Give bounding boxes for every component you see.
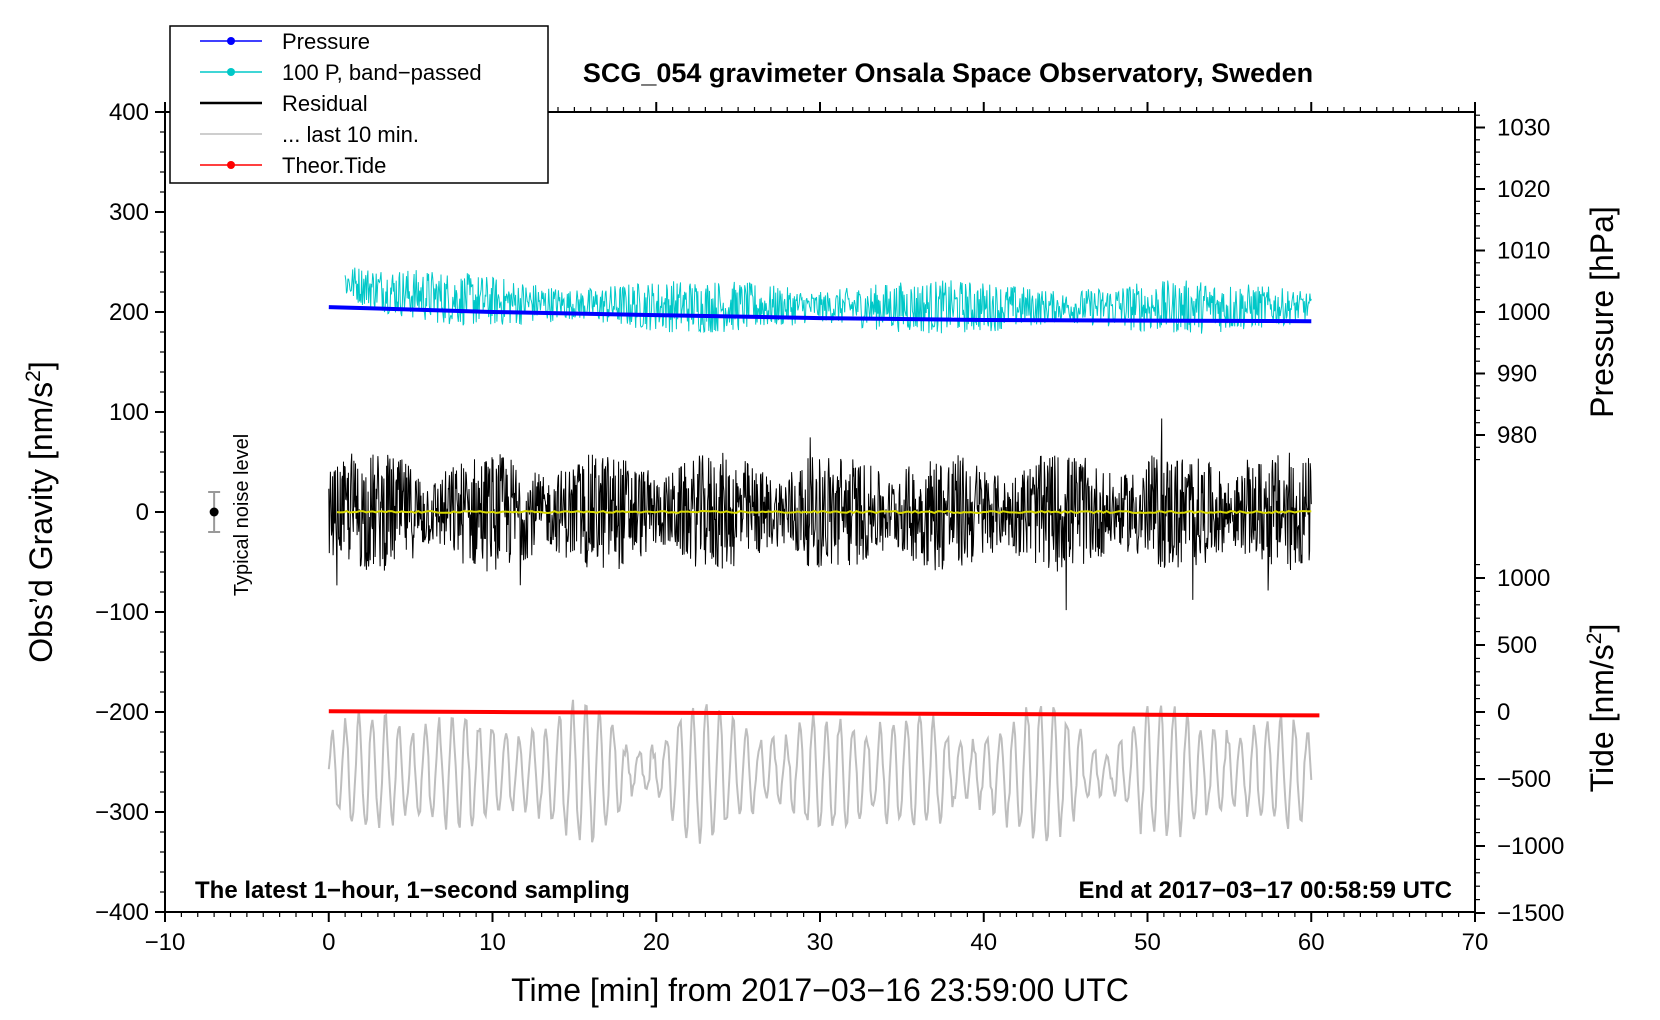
legend-label: Residual	[282, 91, 368, 116]
series-theoretical-tide	[328, 709, 1320, 718]
tide-tick-label: 0	[1497, 699, 1510, 726]
y-tick-label: 100	[109, 399, 149, 426]
note-left: The latest 1−hour, 1−second sampling	[195, 877, 630, 904]
y-axis-pressure: 1030 1020 1010 1000 990 980	[1475, 115, 1550, 461]
legend-marker	[227, 37, 235, 45]
tide-tick-label: −500	[1497, 766, 1551, 793]
x-tick-label: −10	[145, 929, 186, 956]
y-axis-tide-label: Tide [nm/s2]	[1583, 624, 1620, 793]
pressure-tick-label: 990	[1497, 361, 1537, 388]
series-pressure	[328, 305, 1312, 324]
y-axis-left-label-prefix: Obs’d Gravity [nm/s	[23, 382, 59, 663]
y-tick-label: −200	[95, 699, 149, 726]
y-axis-left: 400 300 200 100 0 −100 −200 −300 −400	[95, 99, 165, 926]
noise-level-label: Typical noise level	[231, 434, 253, 596]
tide-tick-label: −1000	[1497, 833, 1564, 860]
y-axis-tide: 1000 500 0 −500 −1000 −1500	[1475, 563, 1564, 927]
legend: Pressure 100 P, band−passed Residual ... la…	[169, 25, 549, 184]
series-residual-mean	[336, 509, 1312, 515]
legend-box	[169, 25, 549, 184]
pressure-tick-label: 1030	[1497, 115, 1550, 142]
y-tick-label: 0	[136, 499, 149, 526]
x-tick-label: 10	[479, 929, 506, 956]
legend-label: 100 P, band−passed	[282, 60, 482, 85]
x-tick-label: 50	[1134, 929, 1161, 956]
y-axis-tide-label-prefix: Tide [nm/s	[1584, 644, 1620, 792]
y-axis-left-label: Obs’d Gravity [nm/s2]	[22, 361, 59, 663]
x-tick-label: 40	[970, 929, 997, 956]
pressure-tick-label: 1020	[1497, 176, 1550, 203]
x-tick-label: 30	[807, 929, 834, 956]
y-axis-tide-label-suffix: ]	[1584, 624, 1620, 633]
chart-title: SCG_054 gravimeter Onsala Space Observat…	[583, 58, 1313, 88]
y-tick-label: 200	[109, 299, 149, 326]
x-tick-label: 20	[643, 929, 670, 956]
y-axis-left-label-sup: 2	[22, 370, 45, 382]
x-axis: −10 0 10 20 30 40 50 60 70	[145, 102, 1489, 956]
x-axis-label: Time [min] from 2017−03−16 23:59:00 UTC	[511, 972, 1129, 1008]
y-tick-label: 300	[109, 199, 149, 226]
y-axis-pressure-label: Pressure [hPa]	[1584, 206, 1620, 418]
x-tick-label: 70	[1462, 929, 1489, 956]
series-layer	[327, 267, 1320, 844]
tide-tick-label: −1500	[1497, 900, 1564, 927]
x-tick-label: 0	[322, 929, 335, 956]
pressure-tick-label: 1000	[1497, 299, 1550, 326]
x-tick-label: 60	[1298, 929, 1325, 956]
legend-label: Theor.Tide	[282, 153, 386, 178]
legend-label: Pressure	[282, 29, 370, 54]
tide-tick-label: 500	[1497, 632, 1537, 659]
y-tick-label: −100	[95, 599, 149, 626]
noise-point	[209, 507, 219, 517]
y-tick-label: −400	[95, 899, 149, 926]
series-residual	[328, 418, 1312, 611]
tide-tick-label: 1000	[1497, 565, 1550, 592]
legend-label: ... last 10 min.	[282, 122, 419, 147]
y-tick-label: 400	[109, 99, 149, 126]
legend-marker	[227, 68, 235, 76]
y-tick-label: −300	[95, 799, 149, 826]
pressure-tick-label: 1010	[1497, 238, 1550, 265]
y-axis-left-label-suffix: ]	[23, 361, 59, 370]
pressure-tick-label: 980	[1497, 422, 1537, 449]
series-last-10-min	[327, 699, 1313, 844]
y-axis-tide-label-sup: 2	[1583, 633, 1606, 645]
noise-level-marker	[208, 491, 221, 533]
legend-marker	[227, 161, 235, 169]
note-right: End at 2017−03−17 00:58:59 UTC	[1078, 877, 1452, 904]
